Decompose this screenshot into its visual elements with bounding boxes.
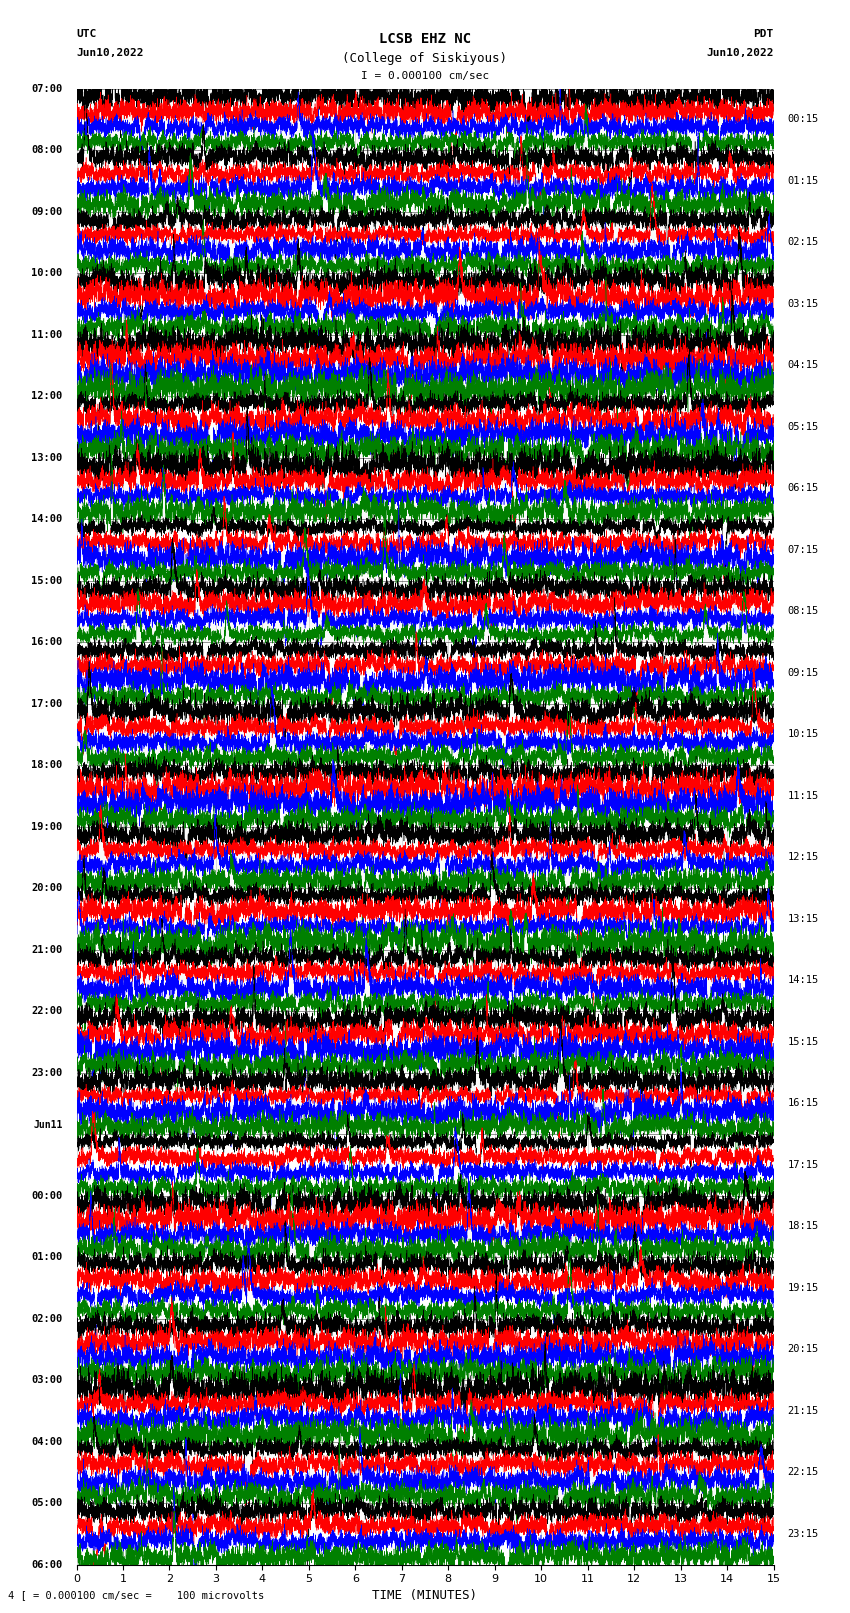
Bar [76, 1195, 774, 1257]
Text: 12:15: 12:15 [787, 852, 819, 863]
Text: I = 0.000100 cm/sec: I = 0.000100 cm/sec [361, 71, 489, 81]
Text: LCSB EHZ NC: LCSB EHZ NC [379, 32, 471, 47]
Text: 05:15: 05:15 [787, 423, 819, 432]
Text: 03:15: 03:15 [787, 298, 819, 310]
Text: (College of Siskiyous): (College of Siskiyous) [343, 52, 507, 65]
Text: 17:00: 17:00 [31, 698, 63, 708]
Text: 08:00: 08:00 [31, 145, 63, 155]
Text: 21:00: 21:00 [31, 945, 63, 955]
Text: 03:00: 03:00 [31, 1376, 63, 1386]
Text: 16:15: 16:15 [787, 1098, 819, 1108]
Text: 04:00: 04:00 [31, 1437, 63, 1447]
Text: 01:15: 01:15 [787, 176, 819, 185]
Text: 01:00: 01:00 [31, 1252, 63, 1261]
Text: 22:00: 22:00 [31, 1007, 63, 1016]
Bar [76, 458, 774, 519]
Bar [76, 336, 774, 397]
Text: 00:00: 00:00 [31, 1190, 63, 1200]
Text: PDT: PDT [753, 29, 774, 39]
Text: 15:15: 15:15 [787, 1037, 819, 1047]
Text: 07:15: 07:15 [787, 545, 819, 555]
Text: 10:00: 10:00 [31, 268, 63, 277]
Text: 17:15: 17:15 [787, 1160, 819, 1169]
Text: 06:00: 06:00 [31, 1560, 63, 1569]
Text: 11:15: 11:15 [787, 790, 819, 802]
Bar [76, 89, 774, 150]
Text: 10:15: 10:15 [787, 729, 819, 739]
Text: 19:00: 19:00 [31, 821, 63, 832]
Text: 07:00: 07:00 [31, 84, 63, 94]
Bar [76, 211, 774, 273]
Text: 18:15: 18:15 [787, 1221, 819, 1231]
Text: 16:00: 16:00 [31, 637, 63, 647]
Text: Jun10,2022: Jun10,2022 [706, 48, 774, 58]
Text: 21:15: 21:15 [787, 1407, 819, 1416]
Text: 02:15: 02:15 [787, 237, 819, 247]
Bar [76, 581, 774, 642]
Text: 14:00: 14:00 [31, 515, 63, 524]
Text: 20:00: 20:00 [31, 884, 63, 894]
Text: 23:15: 23:15 [787, 1529, 819, 1539]
Text: 19:15: 19:15 [787, 1282, 819, 1294]
Text: 4 [ = 0.000100 cm/sec =    100 microvolts: 4 [ = 0.000100 cm/sec = 100 microvolts [8, 1590, 264, 1600]
Text: 04:15: 04:15 [787, 360, 819, 371]
Text: 13:15: 13:15 [787, 915, 819, 924]
Text: Jun11: Jun11 [33, 1119, 63, 1131]
Bar [76, 1319, 774, 1381]
X-axis label: TIME (MINUTES): TIME (MINUTES) [372, 1589, 478, 1602]
Text: 02:00: 02:00 [31, 1313, 63, 1324]
Bar [76, 1073, 774, 1134]
Text: 05:00: 05:00 [31, 1498, 63, 1508]
Text: 14:15: 14:15 [787, 976, 819, 986]
Bar [76, 827, 774, 889]
Bar [76, 703, 774, 765]
Text: 23:00: 23:00 [31, 1068, 63, 1077]
Text: 08:15: 08:15 [787, 606, 819, 616]
Text: 18:00: 18:00 [31, 760, 63, 769]
Text: 11:00: 11:00 [31, 329, 63, 340]
Text: 00:15: 00:15 [787, 115, 819, 124]
Text: 22:15: 22:15 [787, 1468, 819, 1478]
Bar [76, 950, 774, 1011]
Text: 12:00: 12:00 [31, 392, 63, 402]
Text: UTC: UTC [76, 29, 97, 39]
Text: 20:15: 20:15 [787, 1344, 819, 1355]
Text: 09:15: 09:15 [787, 668, 819, 677]
Text: 09:00: 09:00 [31, 206, 63, 216]
Text: 13:00: 13:00 [31, 453, 63, 463]
Text: 15:00: 15:00 [31, 576, 63, 586]
Text: 06:15: 06:15 [787, 484, 819, 494]
Bar [76, 1442, 774, 1503]
Text: Jun10,2022: Jun10,2022 [76, 48, 144, 58]
